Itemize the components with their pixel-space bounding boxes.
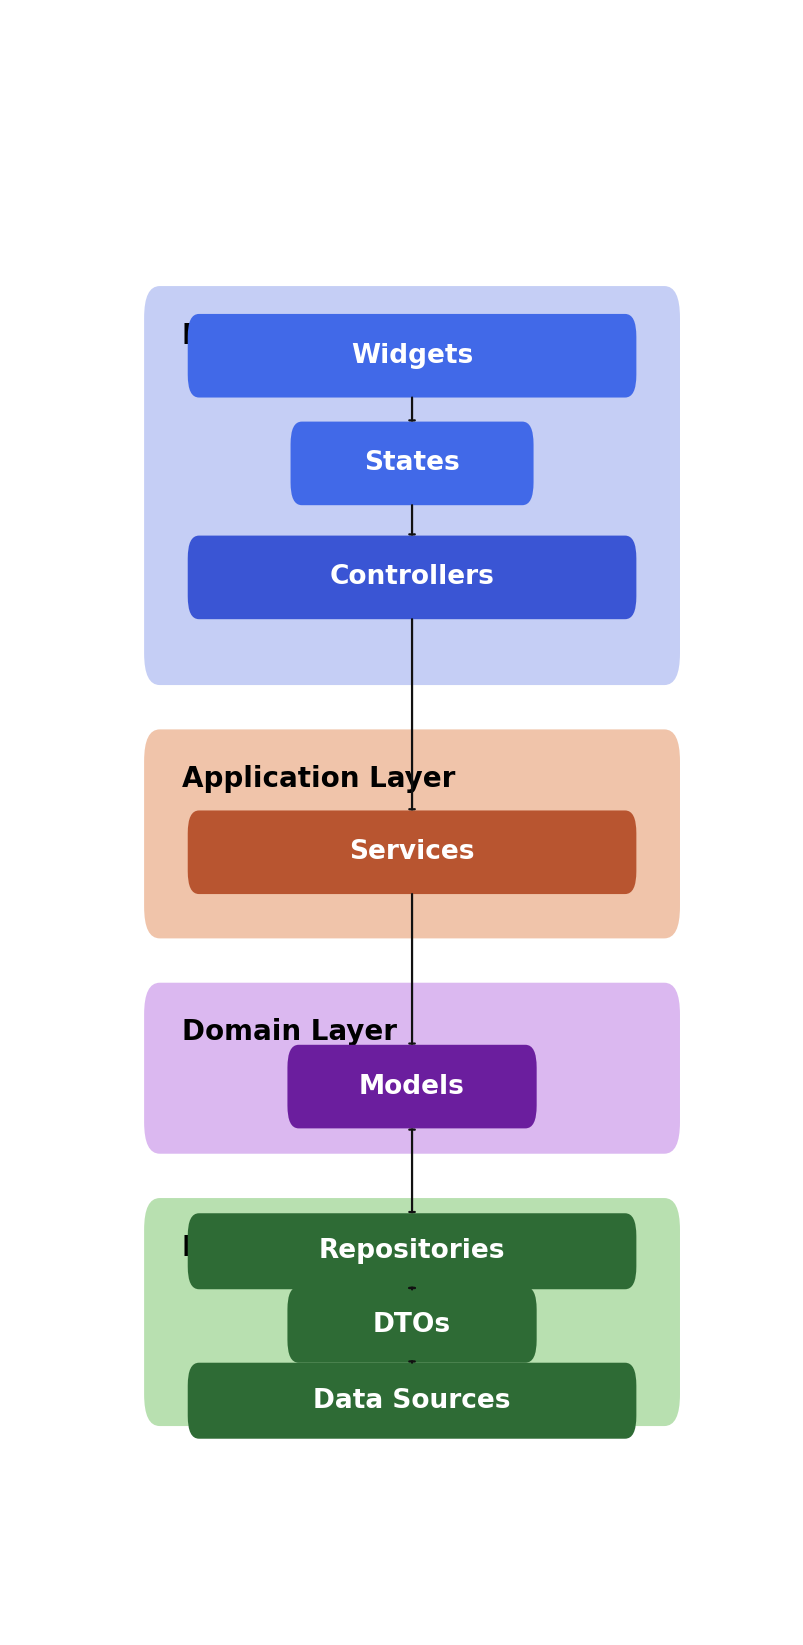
Text: States: States <box>364 451 459 477</box>
Text: Domain Layer: Domain Layer <box>181 1018 396 1046</box>
Text: Data Layer: Data Layer <box>181 1234 351 1262</box>
FancyBboxPatch shape <box>188 536 636 619</box>
FancyBboxPatch shape <box>290 421 533 505</box>
FancyBboxPatch shape <box>188 314 636 398</box>
Text: Services: Services <box>349 839 475 865</box>
FancyBboxPatch shape <box>144 982 679 1153</box>
FancyBboxPatch shape <box>287 1286 536 1362</box>
FancyBboxPatch shape <box>188 1214 636 1290</box>
Text: Application Layer: Application Layer <box>181 765 454 793</box>
FancyBboxPatch shape <box>287 1045 536 1128</box>
Text: Models: Models <box>359 1074 464 1099</box>
FancyBboxPatch shape <box>188 811 636 895</box>
Text: Presentation Layer: Presentation Layer <box>181 321 479 349</box>
Text: Widgets: Widgets <box>350 342 473 368</box>
Text: Controllers: Controllers <box>329 564 494 591</box>
FancyBboxPatch shape <box>144 729 679 938</box>
Text: Data Sources: Data Sources <box>313 1388 510 1413</box>
Text: DTOs: DTOs <box>373 1311 450 1337</box>
FancyBboxPatch shape <box>144 286 679 684</box>
Text: Repositories: Repositories <box>319 1239 504 1265</box>
FancyBboxPatch shape <box>188 1362 636 1439</box>
FancyBboxPatch shape <box>144 1198 679 1426</box>
